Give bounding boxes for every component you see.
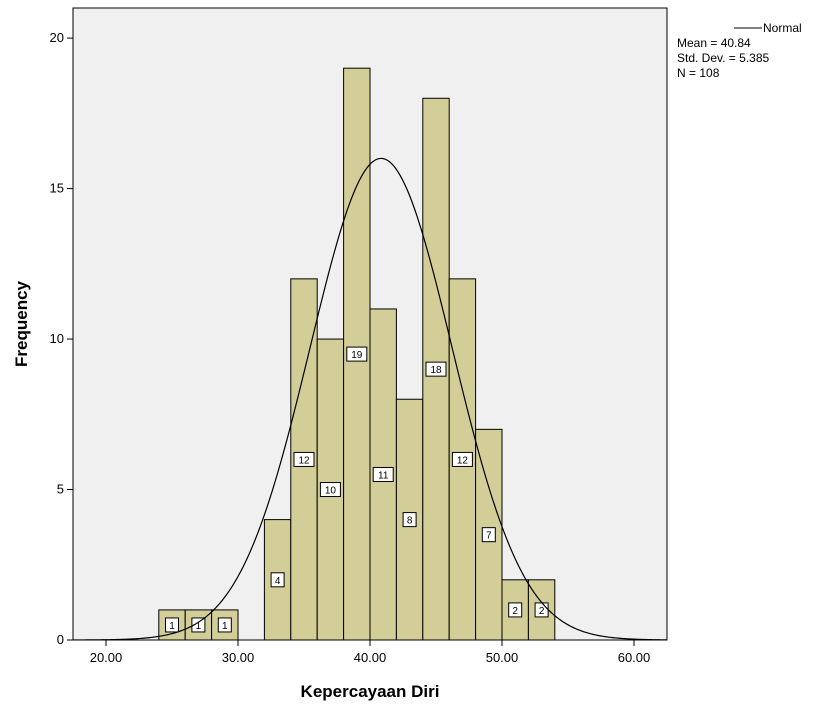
x-axis: 20.00 30.00 40.00 50.00 60.00	[90, 640, 651, 665]
histogram-bar-13	[501, 579, 529, 641]
y-tick-label-20: 20	[50, 30, 64, 45]
bar-label-box-8	[372, 466, 394, 482]
x-axis-title: Kepercayaan Diri	[301, 682, 440, 701]
bar-label-box-7	[346, 346, 368, 362]
bar-label-9: 8	[407, 516, 413, 527]
x-tick-label-20: 20.00	[90, 650, 123, 665]
x-tick-label-30: 30.00	[222, 650, 255, 665]
y-tick-label-5: 5	[57, 482, 64, 497]
legend-normal-label: Normal	[763, 21, 802, 35]
bar-label-box-3	[217, 617, 232, 633]
x-tick-label-50: 50.00	[486, 650, 519, 665]
y-tick-label-10: 10	[50, 331, 64, 346]
y-axis-title: Frequency	[12, 280, 31, 367]
legend-mean: Mean = 40.84	[677, 36, 751, 50]
legend: Normal Mean = 40.84 Std. Dev. = 5.385 N …	[677, 21, 802, 80]
y-axis: 0 5 10 15 20	[50, 30, 73, 647]
bar-label-3: 1	[222, 621, 228, 632]
bar-label-2: 1	[196, 621, 202, 632]
bar-label-box-13	[508, 602, 523, 618]
bar-label-box-6	[319, 482, 341, 498]
bar-label-box-9	[402, 512, 417, 528]
x-tick-label-40: 40.00	[354, 650, 387, 665]
y-tick-label-0: 0	[57, 632, 64, 647]
x-tick-label-60: 60.00	[618, 650, 651, 665]
legend-std-dev: Std. Dev. = 5.385	[677, 51, 769, 65]
bar-label-box-1	[165, 617, 179, 633]
bar-label-11: 12	[457, 455, 469, 466]
bar-label-8: 11	[378, 470, 389, 481]
bar-label-box-5	[293, 451, 315, 467]
bar-label-13: 2	[512, 606, 518, 617]
bar-label-1: 1	[169, 621, 175, 632]
bar-label-4: 4	[275, 576, 281, 587]
normal-curve	[73, 157, 668, 641]
bar-label-box-4	[270, 572, 285, 588]
bar-label-5: 12	[298, 455, 310, 466]
bar-label-7: 19	[351, 350, 363, 361]
bar-label-box-11	[451, 451, 473, 467]
y-tick-label-15: 15	[50, 181, 64, 196]
bar-label-14: 2	[539, 606, 545, 617]
legend-n: N = 108	[677, 66, 720, 80]
bar-label-box-10	[425, 361, 447, 377]
bar-label-box-12	[481, 527, 496, 543]
bar-label-box-2	[191, 617, 206, 633]
bar-label-10: 18	[430, 365, 442, 376]
bar-label-12: 7	[486, 531, 492, 542]
bar-label-6: 10	[325, 486, 337, 497]
